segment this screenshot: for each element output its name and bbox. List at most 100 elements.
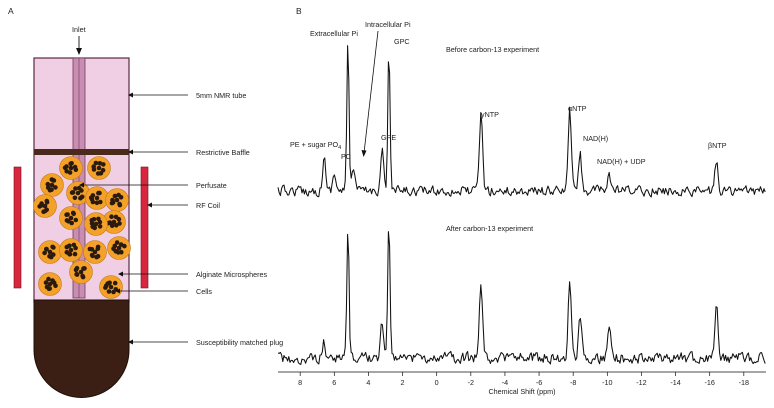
arrow-icon xyxy=(128,339,133,345)
arrow-icon xyxy=(361,150,367,157)
cell-dot xyxy=(42,250,47,256)
cell-dot xyxy=(95,246,101,251)
cell-dot xyxy=(117,202,123,208)
cell-dot xyxy=(112,243,118,249)
cell-dot xyxy=(47,249,53,255)
x-tick-label: 4 xyxy=(366,378,370,387)
cell-dot xyxy=(82,266,87,271)
cell-dot xyxy=(106,289,112,294)
peak-label-gpe: GPE xyxy=(381,133,396,142)
cell-dot xyxy=(89,252,95,258)
cell-dot xyxy=(91,217,97,222)
cell-dot xyxy=(72,251,78,257)
cell-dot xyxy=(47,253,52,259)
cell-dot xyxy=(74,265,80,271)
cell-dot xyxy=(53,185,58,190)
cell-dot xyxy=(78,195,83,201)
cell-dot xyxy=(46,276,51,282)
cell-dot xyxy=(70,190,76,195)
arrow-icon xyxy=(79,182,84,188)
x-tick-label: 0 xyxy=(435,378,439,387)
peak-label-nadh-udp: NAD(H) + UDP xyxy=(597,157,646,166)
peak-label-gamma-ntp: γNTP xyxy=(481,110,499,119)
cell-dot xyxy=(97,190,102,196)
cell-dot xyxy=(75,190,81,196)
cell-dot xyxy=(51,178,57,183)
cell-dot xyxy=(94,200,100,206)
cell-dot xyxy=(64,164,69,169)
cell-dot xyxy=(79,188,84,193)
restrictive-baffle xyxy=(34,149,129,155)
cell-dot xyxy=(44,246,49,252)
cell-dot xyxy=(44,284,50,290)
cell-dot xyxy=(80,274,86,280)
cell-dot xyxy=(116,245,122,251)
cell-dot xyxy=(97,219,103,225)
peak-label-beta-ntp: βNTP xyxy=(708,141,727,150)
cell-dot xyxy=(107,280,112,286)
cells-label: Cells xyxy=(196,287,212,296)
panel-a: A Inlet 5mm NMR tube Restrictive Baffle xyxy=(8,6,283,398)
cell-dot xyxy=(101,162,106,167)
cell-dot xyxy=(72,195,78,201)
cell-dot xyxy=(73,217,79,223)
cell-dot xyxy=(64,218,70,223)
cell-dot xyxy=(89,247,95,252)
perfusate-label: Perfusate xyxy=(196,181,227,190)
cell-dot xyxy=(116,216,122,222)
spectrum-after xyxy=(277,231,766,365)
inlet-label: Inlet xyxy=(72,25,86,34)
cell-dot xyxy=(64,250,70,255)
cell-dot xyxy=(69,161,74,166)
cell-dot xyxy=(114,223,119,228)
cell-dot xyxy=(111,219,117,225)
arrow-icon xyxy=(147,202,152,208)
cell-dot xyxy=(42,203,48,209)
cell-dot xyxy=(97,161,103,166)
peak-label-alpha-ntp: αNTP xyxy=(568,104,587,113)
x-tick-label: 6 xyxy=(332,378,336,387)
rf-coil-label: RF Coil xyxy=(196,201,220,210)
x-tick-label: -2 xyxy=(468,378,474,387)
top-spectrum-title: Before carbon-13 experiment xyxy=(446,45,539,54)
arrow-icon xyxy=(118,271,123,277)
panel-b: B Before carbon-13 experiment After carb… xyxy=(277,6,766,396)
inlet-arrow-icon xyxy=(76,48,82,55)
cell-dot xyxy=(45,181,51,187)
cell-dot xyxy=(64,212,69,217)
cell-dot xyxy=(111,289,116,295)
cell-dot xyxy=(110,197,115,203)
cell-dot xyxy=(122,243,127,249)
cell-dot xyxy=(45,185,51,190)
cell-dot xyxy=(118,195,124,200)
cell-dot xyxy=(73,186,78,191)
cell-dot xyxy=(67,243,72,249)
cell-dot xyxy=(43,280,49,285)
cell-dot xyxy=(95,171,101,176)
cell-dot xyxy=(93,221,99,227)
x-axis-label: Chemical Shift (ppm) xyxy=(488,387,555,396)
cell-dot xyxy=(107,220,113,225)
panel-a-annotations: 5mm NMR tube Restrictive Baffle Perfusat… xyxy=(79,91,283,347)
cell-dot xyxy=(47,281,53,287)
x-tick-label: -10 xyxy=(602,378,612,387)
x-tick-label: -12 xyxy=(636,378,646,387)
cell-dot xyxy=(93,160,99,166)
panel-a-letter: A xyxy=(8,6,14,16)
cell-dot xyxy=(114,240,120,245)
peak-label-extracellular-pi: Extracellular Pi xyxy=(310,29,358,38)
peak-label-pc: PC xyxy=(341,152,351,161)
x-tick-label: 8 xyxy=(298,378,302,387)
x-tick-label: -6 xyxy=(536,378,542,387)
cell-dot xyxy=(72,164,78,170)
cell-dot xyxy=(90,193,96,198)
cell-dot xyxy=(64,169,69,174)
cell-dot xyxy=(39,201,44,206)
cell-dot xyxy=(97,224,103,229)
cell-dot xyxy=(112,280,118,286)
cell-dot xyxy=(51,280,57,286)
cell-dot xyxy=(68,215,74,221)
x-axis-ticks: 8 6 4 2 0 -2 -4 -6 -8 -10 -12 -14 -16 -18 xyxy=(298,372,749,387)
arrow-icon xyxy=(128,149,133,155)
